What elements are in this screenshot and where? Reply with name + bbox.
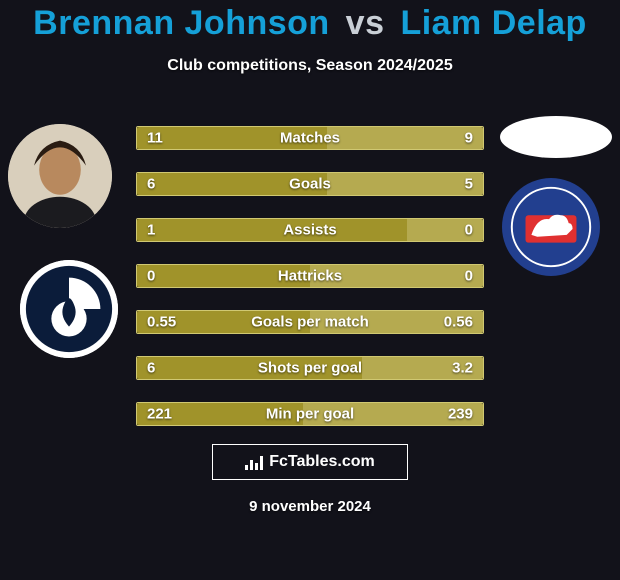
vs-label: vs xyxy=(346,4,385,42)
stat-row: 0.55 0.56 Goals per match xyxy=(136,310,484,334)
player1-avatar xyxy=(8,124,112,228)
stat-value-right: 9 xyxy=(465,130,473,147)
player2-name: Liam Delap xyxy=(400,4,586,42)
stat-value-left: 0 xyxy=(147,268,155,285)
stat-value-right: 0 xyxy=(465,268,473,285)
comparison-title: Brennan Johnson vs Liam Delap xyxy=(0,0,620,43)
stat-label: Min per goal xyxy=(266,406,354,423)
stat-value-left: 6 xyxy=(147,176,155,193)
stat-value-right: 239 xyxy=(448,406,473,423)
stat-fill-left xyxy=(137,219,407,241)
stat-row: 1 0 Assists xyxy=(136,218,484,242)
player1-name: Brennan Johnson xyxy=(33,4,330,42)
stat-row: 221 239 Min per goal xyxy=(136,402,484,426)
stat-value-left: 6 xyxy=(147,360,155,377)
stat-label: Shots per goal xyxy=(258,360,362,377)
stat-value-right: 0.56 xyxy=(444,314,473,331)
stat-value-right: 3.2 xyxy=(452,360,473,377)
stat-value-left: 0.55 xyxy=(147,314,176,331)
brand-text: FcTables.com xyxy=(269,453,375,471)
stat-label: Matches xyxy=(280,130,340,147)
stat-row: 6 5 Goals xyxy=(136,172,484,196)
stat-label: Goals xyxy=(289,176,331,193)
stat-value-left: 221 xyxy=(147,406,172,423)
stats-container: 11 9 Matches 6 5 Goals 1 0 Assists 0 0 Hattricks 0.5… xyxy=(136,126,484,448)
player2-club-logo xyxy=(502,178,600,276)
date-text: 9 november 2024 xyxy=(249,498,371,515)
stat-label: Assists xyxy=(283,222,336,239)
stat-row: 6 3.2 Shots per goal xyxy=(136,356,484,380)
stat-value-right: 0 xyxy=(465,222,473,239)
stat-row: 11 9 Matches xyxy=(136,126,484,150)
stat-fill-right xyxy=(327,173,483,195)
subtitle: Club competitions, Season 2024/2025 xyxy=(0,57,620,75)
stat-value-right: 5 xyxy=(465,176,473,193)
stat-value-left: 1 xyxy=(147,222,155,239)
stat-label: Hattricks xyxy=(278,268,342,285)
player2-avatar xyxy=(500,116,612,158)
stat-value-left: 11 xyxy=(147,130,163,147)
stat-row: 0 0 Hattricks xyxy=(136,264,484,288)
stat-fill-right xyxy=(327,127,483,149)
brand-icon xyxy=(245,454,263,470)
brand-box: FcTables.com xyxy=(212,444,408,480)
stat-label: Goals per match xyxy=(251,314,369,331)
player1-club-logo xyxy=(20,260,118,358)
